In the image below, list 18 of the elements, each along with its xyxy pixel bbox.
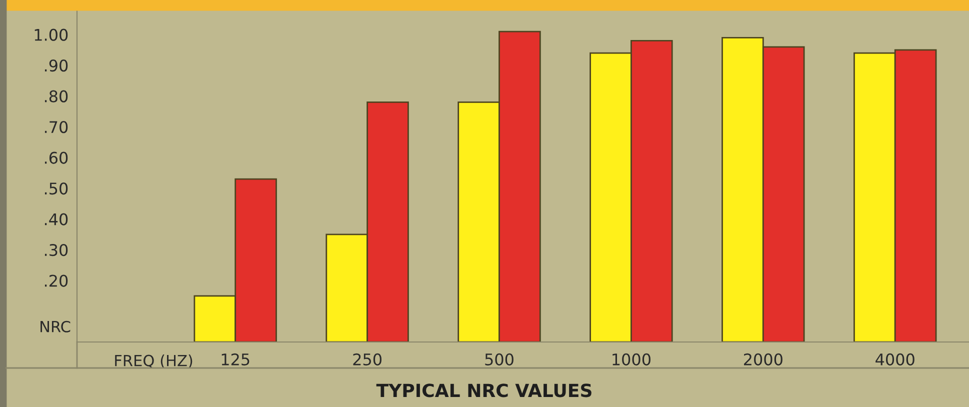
y-tick-label: .60 [44, 152, 68, 164]
y-axis-title: NRC [40, 320, 70, 332]
y-tick-label: .90 [44, 60, 68, 72]
y-tick-label: .30 [44, 244, 68, 256]
y-tick-label: .40 [44, 213, 68, 226]
x-tick-label: 4000 [876, 353, 914, 366]
y-tick-label: .20 [44, 274, 68, 287]
x-tick-label: 500 [485, 353, 514, 366]
y-tick-label: .70 [44, 121, 68, 134]
y-tick-label: .50 [44, 182, 68, 195]
x-tick-label: 250 [353, 353, 382, 366]
text: TYPICAL NRC VALUES [376, 384, 592, 398]
x-tick-label: 2000 [744, 353, 782, 366]
y-tick-label: 1.00 [34, 28, 68, 41]
y-tick-label: .80 [44, 90, 68, 102]
x-tick-label: 125 [222, 353, 250, 366]
x-axis-title: FREQ (HZ) [115, 354, 192, 368]
x-tick-label: 1000 [612, 353, 650, 366]
